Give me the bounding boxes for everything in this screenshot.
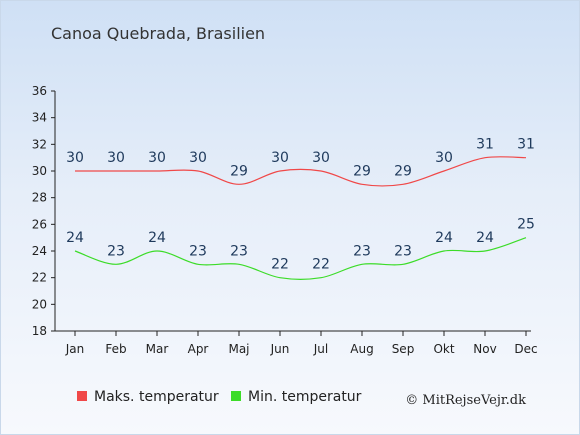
data-label-min: 23	[189, 243, 207, 259]
data-label-min: 25	[517, 217, 535, 233]
data-label-max: 30	[435, 150, 453, 166]
data-label-max: 30	[66, 150, 84, 166]
data-label-max: 29	[394, 163, 412, 179]
x-tick-label: Okt	[433, 342, 454, 356]
data-label-max: 31	[476, 137, 494, 153]
y-tick-label: 32	[32, 137, 47, 151]
axes: 18 20 22 24 26 28 30 32 34 36 Jan Feb Mar Apr Maj Jun Ju…	[32, 84, 538, 356]
data-label-max: 30	[271, 150, 289, 166]
x-tick-label: Apr	[188, 342, 209, 356]
series-line-min	[74, 237, 527, 280]
y-tick-label: 20	[32, 297, 47, 311]
data-label-min: 23	[107, 243, 125, 259]
x-tick-label: Jun	[270, 342, 290, 356]
x-tick-label: Jul	[313, 342, 328, 356]
chart-title: Canoa Quebrada, Brasilien	[51, 24, 265, 43]
data-label-max: 30	[107, 150, 125, 166]
data-label-min: 23	[394, 243, 412, 259]
data-label-min: 22	[271, 257, 289, 273]
data-label-max: 30	[312, 150, 330, 166]
legend-label-min: Min. temperatur	[248, 389, 362, 405]
x-tick-label: Jan	[65, 342, 85, 356]
x-tick-label: Maj	[228, 342, 249, 356]
credit-text: © MitRejseVejr.dk	[405, 393, 526, 408]
legend: Maks. temperatur Min. temperatur	[77, 389, 362, 405]
data-label-min: 24	[148, 230, 166, 246]
series-line-max	[75, 156, 527, 187]
y-tick-label: 34	[32, 111, 47, 125]
data-label-max: 29	[230, 163, 248, 179]
data-label-max: 29	[353, 163, 371, 179]
y-tick-label: 36	[32, 84, 47, 98]
legend-label-max: Maks. temperatur	[94, 389, 219, 405]
y-tick-label: 26	[32, 217, 47, 231]
data-label-max: 31	[517, 137, 535, 153]
x-tick-label: Feb	[105, 342, 126, 356]
data-label-min: 23	[230, 243, 248, 259]
legend-swatch-min	[231, 391, 241, 401]
x-tick-label: Mar	[146, 342, 169, 356]
x-tick-label: Sep	[392, 342, 415, 356]
x-tick-label: Nov	[473, 342, 496, 356]
y-tick-label: 24	[32, 244, 47, 258]
data-label-min: 24	[476, 230, 494, 246]
y-tick-label: 30	[32, 164, 47, 178]
data-label-min: 22	[312, 257, 330, 273]
series-layer	[74, 156, 527, 280]
data-label-min: 24	[435, 230, 453, 246]
y-tick-label: 28	[32, 191, 47, 205]
legend-swatch-max	[77, 391, 87, 401]
x-tick-label: Aug	[350, 342, 373, 356]
x-tick-label: Dec	[514, 342, 537, 356]
data-label-max: 30	[148, 150, 166, 166]
y-tick-label: 18	[32, 324, 47, 338]
data-labels: 30 30 30 30 29 30 30 29 29 30 31 31 24 23 24 23 23 22 22 23…	[66, 137, 535, 273]
data-label-min: 24	[66, 230, 84, 246]
y-tick-label: 22	[32, 271, 47, 285]
data-label-max: 30	[189, 150, 207, 166]
data-label-min: 23	[353, 243, 371, 259]
